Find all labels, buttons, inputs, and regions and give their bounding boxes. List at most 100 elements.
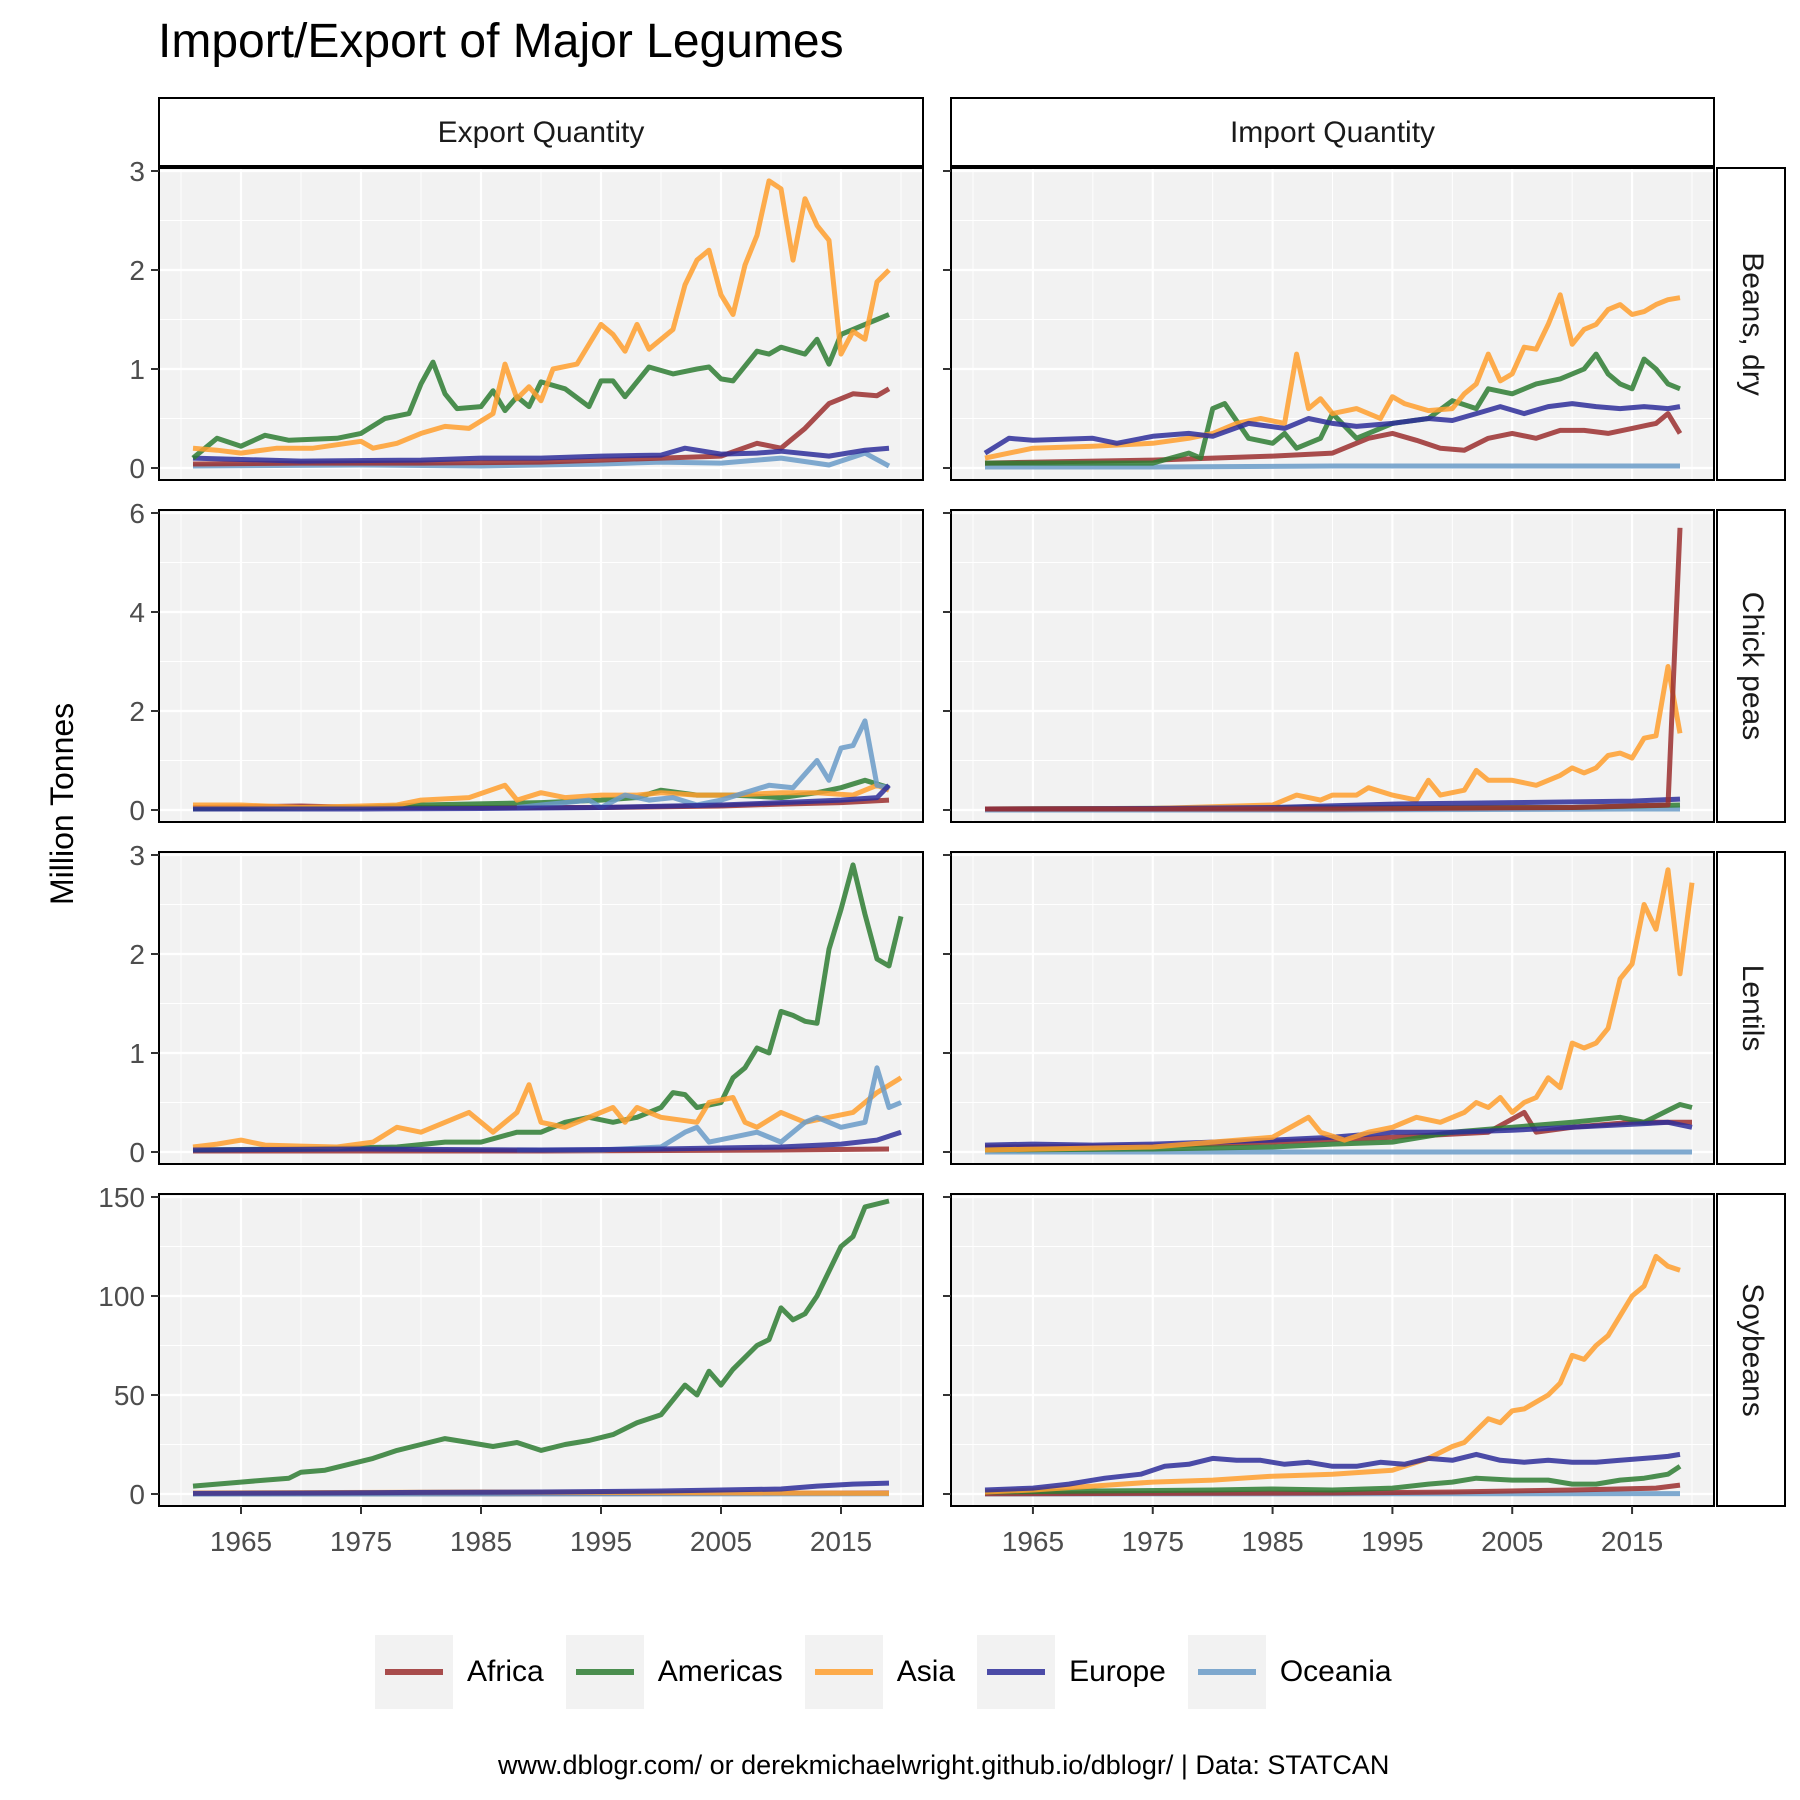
strip-beans-dry (1716, 167, 1786, 481)
strip-label-beans-dry: Beans, dry (1736, 252, 1769, 395)
x-tick-label: 2005 (1481, 1526, 1543, 1557)
panel-soybeans-export: 0 50 100 150 1965 1975 1985 1995 2005 2015 (98, 1182, 924, 1557)
legend-label-asia: Asia (896, 1655, 956, 1688)
strip-label-lentils: Lentils (1736, 965, 1769, 1052)
legend-label-americas: Americas (657, 1655, 783, 1688)
x-tick-label: 2015 (1601, 1526, 1663, 1557)
series-line-oceania (985, 463, 1680, 470)
strip-import-quantity (950, 97, 1715, 167)
series-line-africa (984, 1482, 1681, 1497)
series-line-asia (193, 782, 890, 810)
strip-label-import-quantity: Import Quantity (1230, 116, 1435, 149)
legend-item-asia: Asia (804, 1635, 956, 1709)
legend-swatch-europe (987, 1669, 1046, 1675)
y-tick-label: 0 (129, 795, 145, 826)
y-tick-label: 0 (129, 453, 145, 484)
panel-beans-dry-import (943, 167, 1715, 481)
x-tick-label: 1985 (450, 1526, 512, 1557)
panel-beans-dry-export: 0 1 2 3 (129, 156, 924, 484)
series-line-asia (192, 1075, 903, 1150)
x-tick-label: 1995 (570, 1526, 632, 1557)
series-line-americas (192, 1198, 890, 1489)
legend-key-oceania (1187, 1635, 1266, 1709)
y-tick-label: 1 (129, 354, 145, 385)
legend-label-oceania: Oceania (1279, 1655, 1392, 1688)
strip-lentils (1716, 851, 1786, 1165)
panel-border (158, 851, 924, 1165)
y-tick-label: 2 (129, 255, 145, 286)
series-line-europe (193, 783, 891, 812)
series-line-americas (984, 1102, 1693, 1153)
legend-item-oceania: Oceania (1187, 1635, 1392, 1709)
panel-border (950, 851, 1715, 1165)
series-line-asia (984, 292, 1681, 461)
panel-chick-peas-import (943, 509, 1715, 823)
x-tick-label: 1975 (1122, 1526, 1184, 1557)
series-line-oceania (517, 1065, 902, 1153)
series-line-oceania (516, 718, 890, 810)
y-tick-label: 2 (129, 939, 145, 970)
x-tick-label: 1985 (1241, 1526, 1303, 1557)
panel-lentils-import (943, 851, 1715, 1165)
panel-border (158, 167, 924, 481)
series-line-africa (985, 527, 1683, 812)
series-line-americas (984, 1464, 1682, 1495)
y-tick-label: 2 (129, 696, 145, 727)
series-line-europe (983, 401, 1681, 456)
legend-item-americas: Americas (565, 1635, 783, 1709)
legend-key-africa (375, 1635, 453, 1709)
series-line-asia (984, 867, 1695, 1153)
y-tick-label: 50 (114, 1380, 145, 1411)
legend-key-americas (565, 1635, 644, 1709)
legend-swatch-oceania (1197, 1669, 1256, 1675)
legend-label-europe: Europe (1069, 1655, 1166, 1688)
x-tick-label: 1965 (1002, 1526, 1064, 1557)
legend-item-africa: Africa (375, 1635, 544, 1709)
series-line-europe (192, 1129, 902, 1153)
legend-label-africa: Africa (467, 1655, 544, 1688)
series-line-asia (984, 664, 1683, 812)
series-line-asia (192, 178, 891, 456)
y-tick-label: 150 (98, 1182, 145, 1213)
x-tick-label: 1975 (330, 1526, 392, 1557)
y-tick-label: 3 (129, 840, 145, 871)
y-tick-label: 0 (129, 1137, 145, 1168)
series-line-europe (192, 1480, 890, 1496)
legend-swatch-asia (814, 1669, 873, 1675)
y-tick-label: 4 (129, 597, 145, 628)
strip-soybeans (1716, 1193, 1786, 1507)
source-caption: www.dblogr.com/ or derekmichaelwright.gi… (498, 1750, 1390, 1780)
legend-key-asia (804, 1635, 883, 1709)
legend-key-europe (977, 1635, 1056, 1709)
x-tick-label: 2015 (810, 1526, 872, 1557)
series-line-europe (192, 445, 890, 464)
panel-chick-peas-export: 0 2 4 6 (129, 498, 924, 826)
y-tick-label: 0 (129, 1479, 145, 1510)
legend-swatch-africa (385, 1669, 443, 1675)
y-tick-label: 6 (129, 498, 145, 529)
legend-swatch-americas (575, 1669, 634, 1675)
strip-label-export-quantity: Export Quantity (438, 116, 645, 149)
x-tick-label: 2005 (690, 1526, 752, 1557)
y-tick-label: 3 (129, 156, 145, 187)
panel-border (950, 509, 1715, 823)
panel-border (158, 509, 924, 823)
panel-border (950, 167, 1715, 481)
panel-border (950, 1193, 1715, 1507)
chart-title: Import/Export of Major Legumes (158, 15, 844, 68)
series-line-europe (984, 1451, 1681, 1493)
x-tick-label: 1995 (1361, 1526, 1423, 1557)
series-line-asia (984, 1253, 1681, 1495)
legend-item-europe: Europe (977, 1635, 1166, 1709)
legend: Africa Americas Asia Europe Oceania (375, 1635, 1414, 1709)
y-tick-label: 100 (98, 1281, 145, 1312)
strip-export-quantity (158, 97, 924, 167)
y-tick-label: 1 (129, 1038, 145, 1069)
series-line-africa (984, 411, 1683, 466)
strip-chick-peas (1716, 509, 1786, 823)
panel-soybeans-import: 1965 1975 1985 1995 2005 2015 (943, 1193, 1715, 1557)
panel-border (158, 1193, 924, 1507)
strip-label-soybeans: Soybeans (1736, 1283, 1769, 1416)
series-line-americas (191, 312, 890, 461)
